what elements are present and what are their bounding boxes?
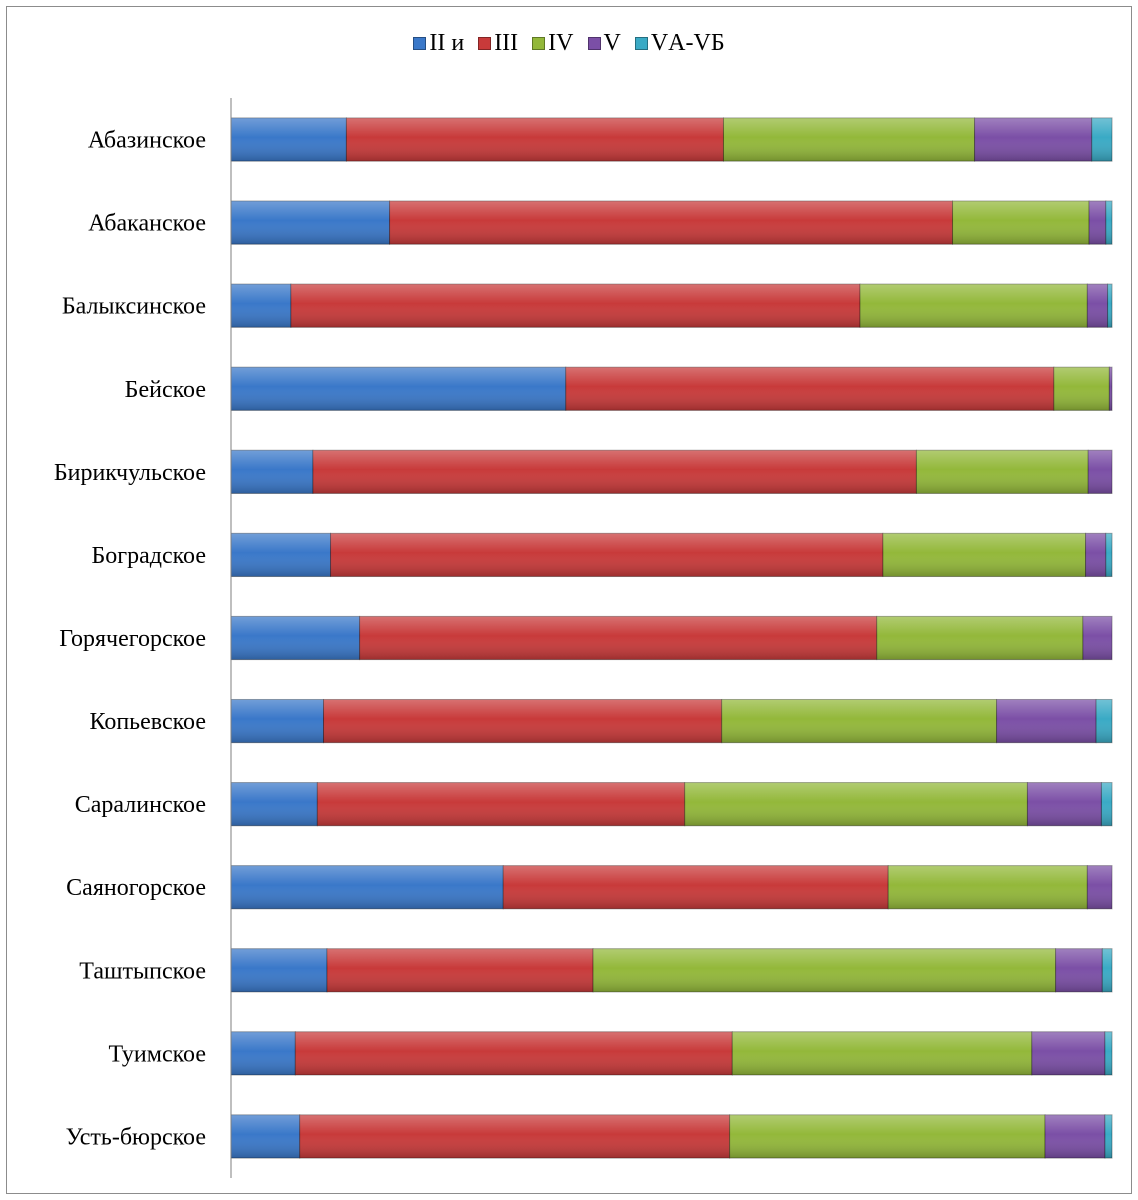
bar-segment-shading — [317, 782, 685, 826]
bar-segment-shading — [888, 865, 1088, 909]
bar-segment-shading — [231, 284, 291, 328]
bar-segment-shading — [1102, 948, 1112, 992]
bar-segment-shading — [231, 117, 347, 162]
legend-swatch — [413, 37, 427, 50]
legend: II и III IV V VА-VБ — [0, 30, 1138, 57]
bar-segment-shading — [231, 1031, 296, 1075]
bar-segment-shading — [732, 1031, 1032, 1075]
bar-segment-shading — [231, 201, 390, 245]
legend-label: IV — [548, 30, 574, 56]
bar-segment-shading — [295, 1031, 733, 1075]
bar-segment-shading — [231, 865, 504, 909]
legend-item: V — [587, 30, 621, 57]
category-label: Бейское — [125, 377, 206, 403]
bar-segment-shading — [876, 616, 1083, 660]
bar-segment-shading — [1109, 367, 1112, 411]
bar-segment-shading — [231, 367, 566, 411]
category-label: Боградское — [91, 543, 206, 569]
legend-label: V — [603, 30, 621, 56]
category-label: Абазинское — [88, 128, 206, 154]
bar-segment-shading — [359, 616, 877, 660]
bar-segment-shading — [729, 1114, 1046, 1159]
bar-segment-shading — [996, 699, 1097, 743]
bar-segment-shading — [231, 948, 328, 992]
category-label: Таштыпское — [79, 958, 206, 984]
bar-segment-shading — [721, 699, 997, 743]
category-label: Горячегорское — [59, 626, 206, 652]
bar-segment-shading — [1104, 1031, 1112, 1075]
bar-segment-shading — [1105, 201, 1112, 245]
bar-segment-shading — [1082, 616, 1112, 660]
bar-segment-shading — [231, 616, 360, 660]
bar-segment-shading — [503, 865, 889, 909]
legend-label: III — [494, 30, 519, 56]
category-label: Саяногорское — [66, 875, 206, 901]
bar-segment-shading — [1088, 450, 1112, 494]
bar-segment-shading — [323, 699, 722, 743]
bar-segment-shading — [565, 367, 1054, 411]
legend-item: III — [478, 30, 518, 57]
bar-segment-shading — [1105, 533, 1112, 577]
bar-segment-shading — [593, 948, 1056, 992]
bar-segment-shading — [1053, 367, 1110, 411]
category-label: Усть-бюрское — [66, 1124, 206, 1150]
bar-segment-shading — [231, 782, 318, 826]
bar-segment-shading — [231, 450, 313, 494]
legend-swatch — [532, 37, 546, 50]
bar-segment-shading — [1091, 117, 1112, 162]
legend-swatch — [587, 37, 601, 50]
bar-segment-shading — [231, 533, 331, 577]
bar-segment-shading — [1045, 1114, 1105, 1159]
bar-segment-shading — [299, 1114, 730, 1159]
bar-segment-shading — [312, 450, 917, 494]
bar-segment-shading — [1031, 1031, 1105, 1075]
legend-item: IV — [532, 30, 574, 57]
category-label: Саралинское — [75, 792, 206, 818]
bar-segment-shading — [231, 1114, 300, 1159]
bar-segment-shading — [916, 450, 1089, 494]
plot-area — [230, 117, 1113, 1159]
bar-segment-shading — [952, 201, 1090, 245]
bar-segment-shading — [1087, 865, 1112, 909]
bar-segment-shading — [1055, 948, 1103, 992]
legend-swatch — [634, 37, 648, 50]
bar-segment-shading — [327, 948, 594, 992]
bar-segment-shading — [346, 117, 724, 162]
bar-segment-shading — [1089, 201, 1106, 245]
legend-item: VА-VБ — [634, 30, 725, 57]
category-labels: Абазинское Абаканское Балыксинское Бейское Б… — [54, 128, 206, 1151]
category-label: Туимское — [108, 1041, 206, 1067]
legend-swatch — [478, 37, 492, 50]
legend-label: VА-VБ — [650, 30, 725, 56]
bar-segment-shading — [231, 699, 324, 743]
category-label: Абаканское — [88, 211, 206, 237]
bar-segment-shading — [860, 284, 1088, 328]
bar-segment-shading — [389, 201, 953, 245]
legend-item: II и — [413, 30, 464, 57]
bar-segment-shading — [974, 117, 1092, 162]
bar-segment-shading — [1027, 782, 1102, 826]
category-label: Балыксинское — [62, 294, 206, 320]
bar-segment-shading — [1104, 1114, 1112, 1159]
category-label: Копьевское — [90, 709, 206, 735]
bar-segment-shading — [1101, 782, 1112, 826]
bar-segment-shading — [330, 533, 883, 577]
bar-segment-shading — [684, 782, 1028, 826]
legend-label: II и — [429, 30, 465, 56]
bar-segment-shading — [290, 284, 861, 328]
bar-segment-shading — [723, 117, 975, 162]
bar-segment-shading — [1096, 699, 1112, 743]
bar-segment-shading — [1107, 284, 1112, 328]
bar-segment-shading — [1085, 533, 1106, 577]
category-label: Бирикчульское — [54, 460, 206, 486]
bar-segment-shading — [882, 533, 1086, 577]
bar-segment-shading — [1087, 284, 1108, 328]
